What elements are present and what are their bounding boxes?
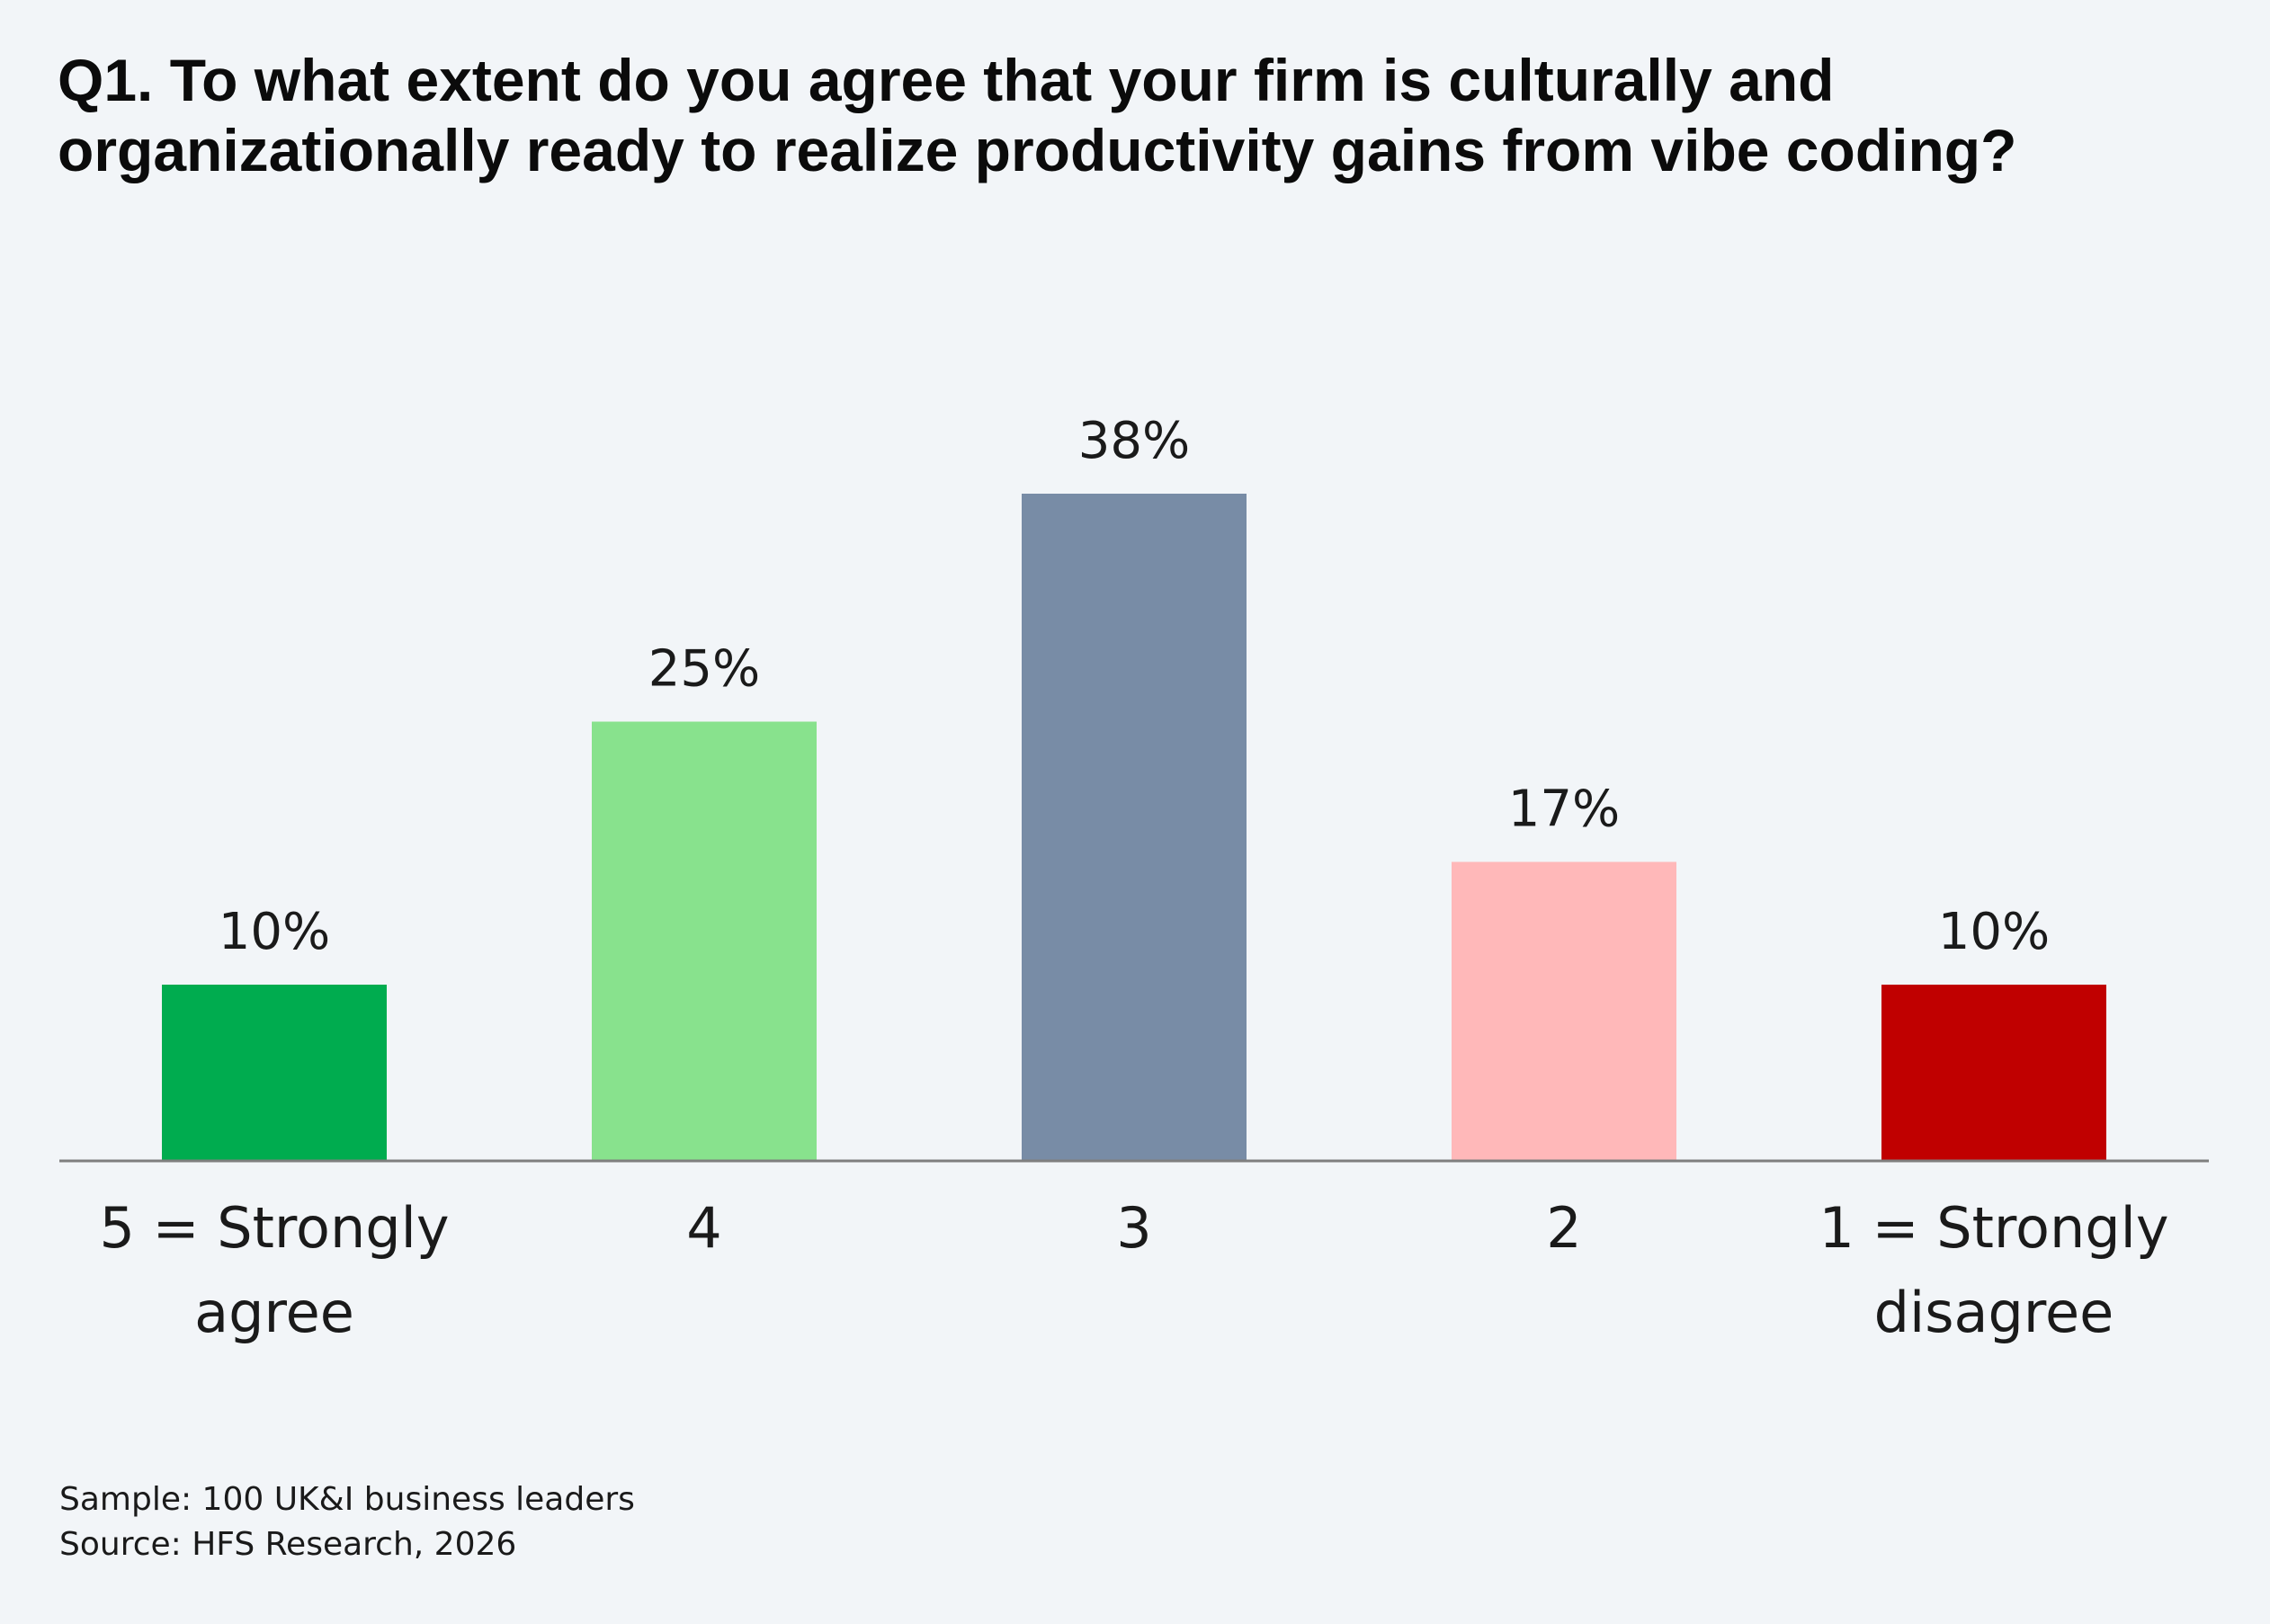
bar-1 [162, 985, 387, 1160]
category-label-3: 3 [1116, 1195, 1151, 1261]
category-label-5: 1 = Strongly disagree [1819, 1195, 2168, 1345]
data-label-2: 25% [648, 640, 760, 699]
chart-title: Q1. To what extent do you agree that you… [58, 45, 2198, 185]
chart-title-line-1: Q1. To what extent do you agree that you… [58, 47, 1835, 113]
sample-note: Sample: 100 UK&I business leaders [59, 1481, 635, 1518]
category-label-1: 5 = Strongly agree [99, 1195, 449, 1345]
category-label-4: 2 [1546, 1195, 1581, 1261]
bar-3 [1022, 494, 1247, 1160]
chart-title-line-2: organizationally ready to realize produc… [58, 117, 2017, 183]
category-label-2: 4 [686, 1195, 721, 1261]
footnotes: Sample: 100 UK&I business leaders Source… [59, 1477, 635, 1567]
data-label-3: 38% [1078, 412, 1190, 470]
source-note: Source: HFS Research, 2026 [59, 1526, 517, 1563]
data-label-4: 17% [1508, 781, 1620, 839]
bar-2 [592, 721, 817, 1160]
data-label-5: 10% [1938, 903, 2050, 961]
bar-4 [1452, 861, 1676, 1160]
bar-5 [1881, 985, 2106, 1160]
data-label-1: 10% [219, 903, 330, 961]
